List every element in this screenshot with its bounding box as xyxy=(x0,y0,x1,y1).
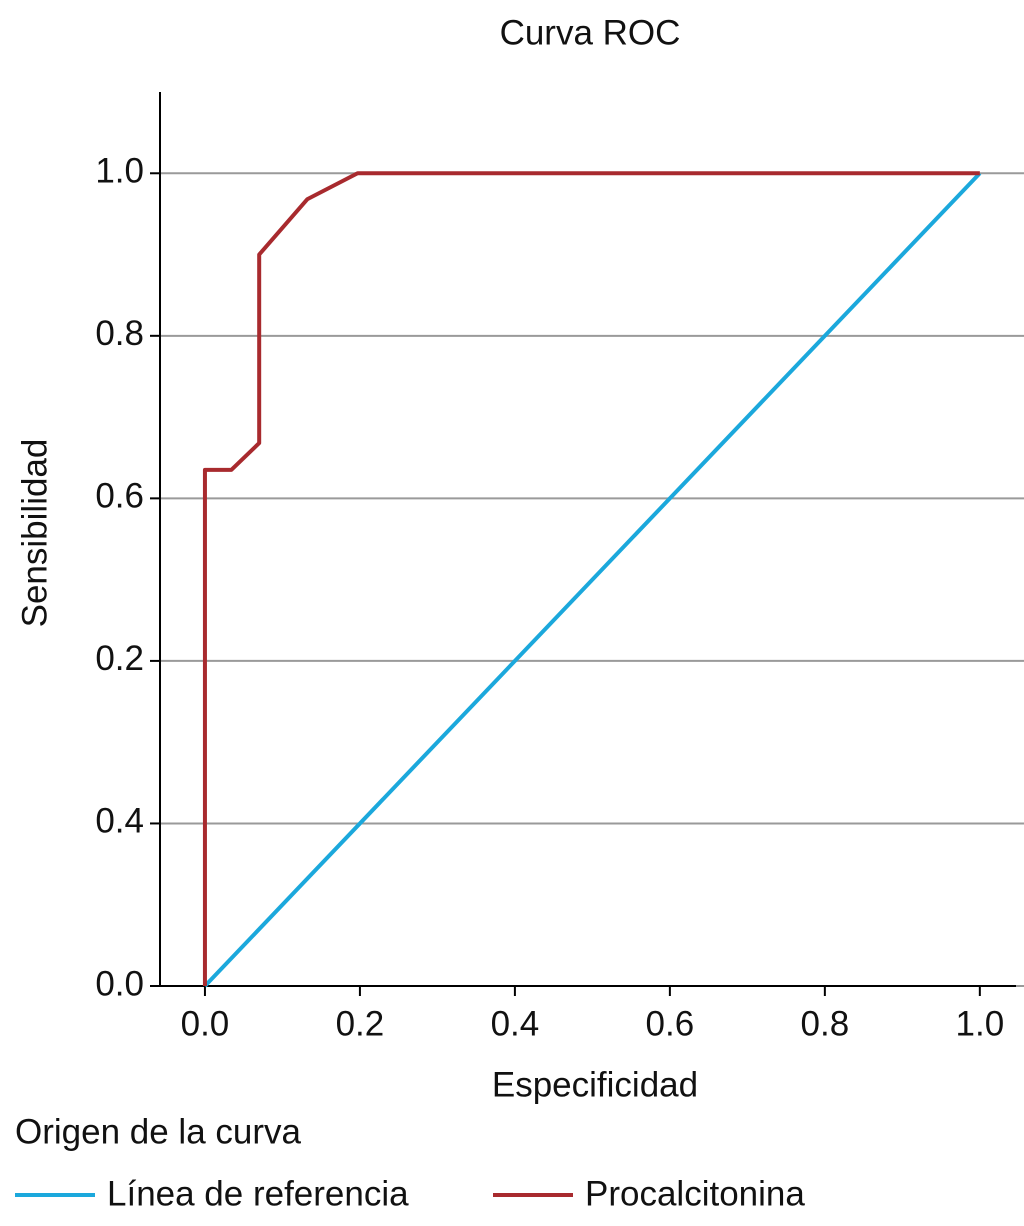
legend-label: Procalcitonina xyxy=(585,1174,805,1213)
x-tick-label: 1.0 xyxy=(956,1004,1005,1043)
y-tick-label: 0.6 xyxy=(95,477,144,516)
y-tick-label: 0.4 xyxy=(95,802,144,841)
chart-title: Curva ROC xyxy=(500,13,681,52)
y-axis-label: Sensibilidad xyxy=(15,439,54,628)
x-tick-label: 0.4 xyxy=(491,1004,540,1043)
y-tick-label: 0.8 xyxy=(95,314,144,353)
y-tick-label: 1.0 xyxy=(95,152,144,191)
y-tick-label: 0.0 xyxy=(95,964,144,1003)
x-tick-label: 0.2 xyxy=(336,1004,385,1043)
x-tick-label: 0.6 xyxy=(646,1004,695,1043)
x-tick-label: 0.0 xyxy=(181,1004,230,1043)
x-axis-label: Especificidad xyxy=(492,1065,698,1104)
x-tick-label: 0.8 xyxy=(801,1004,850,1043)
series-line xyxy=(203,171,982,988)
legend-title: Origen de la curva xyxy=(15,1112,302,1151)
legend-label: Línea de referencia xyxy=(107,1174,409,1213)
y-tick-label: 0.2 xyxy=(95,639,144,678)
series-line xyxy=(202,171,980,986)
